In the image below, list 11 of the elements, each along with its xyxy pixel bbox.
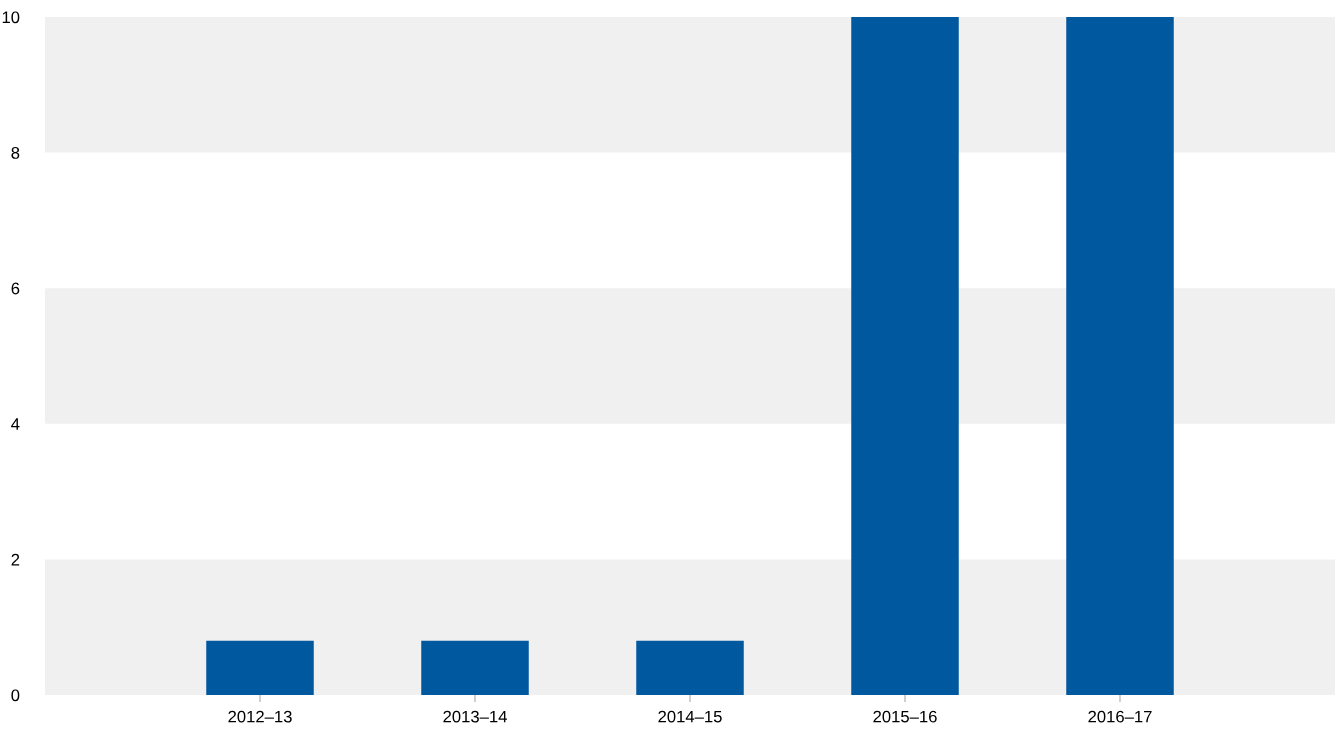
x-tick-label: 2016–17	[1088, 710, 1152, 723]
y-tick-label: 0	[11, 689, 20, 702]
y-tick-label: 4	[11, 418, 20, 430]
y-tick-label: 6	[11, 282, 20, 295]
x-tick-label: 2013–14	[443, 710, 507, 723]
x-tick-label: 2015–16	[873, 710, 937, 723]
y-tick-label: 8	[11, 147, 20, 159]
x-tick-label: 2012–13	[228, 710, 292, 723]
x-tick-label: 2014–15	[658, 710, 722, 723]
y-tick-label: 10	[2, 11, 20, 24]
y-tick-label: 2	[11, 553, 20, 566]
